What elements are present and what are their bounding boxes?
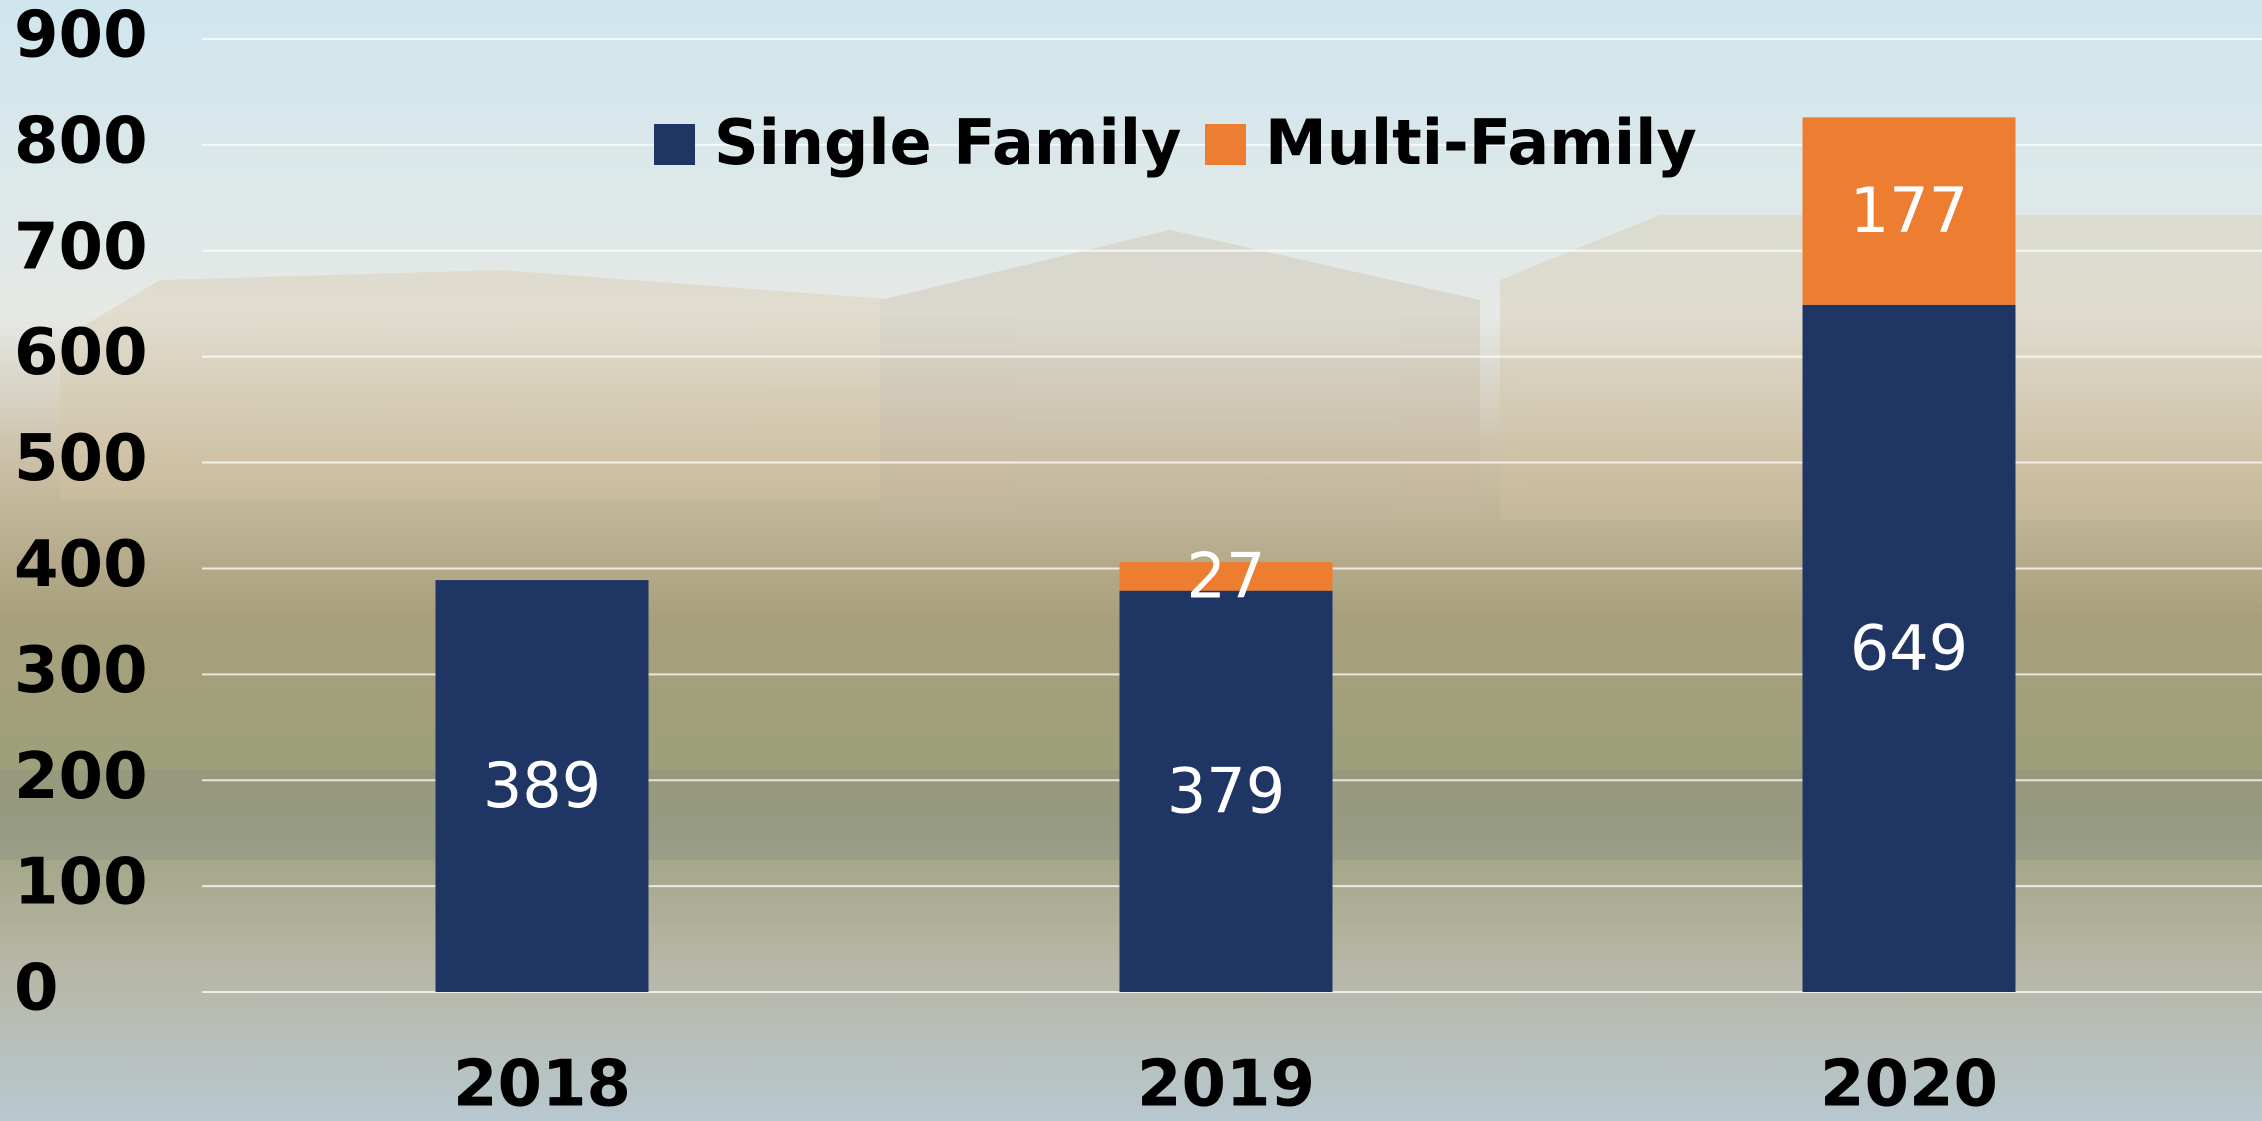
y-tick-label: 0	[14, 952, 59, 1026]
y-tick-label: 800	[14, 104, 148, 178]
bar-segment	[435, 580, 649, 992]
x-tick-label: 2020	[1820, 1048, 1998, 1121]
bar-segment	[1802, 304, 2016, 992]
y-tick-label: 500	[14, 422, 148, 496]
data-label: 379	[1167, 754, 1285, 827]
legend-label: Single Family	[714, 106, 1181, 179]
data-label: 389	[483, 749, 601, 822]
legend-swatch	[1205, 124, 1246, 165]
data-label: 177	[1850, 174, 1968, 247]
bars	[435, 117, 2016, 992]
y-tick-label: 400	[14, 528, 148, 602]
y-tick-label: 600	[14, 316, 148, 390]
x-tick-label: 2019	[1137, 1048, 1315, 1121]
y-tick-label: 100	[14, 846, 148, 920]
y-tick-label: 900	[14, 0, 148, 73]
y-tick-label: 300	[14, 634, 148, 708]
labels: 0 100 200 300 400 500 600 700 800 900 2018 389 2019 3…	[14, 0, 1998, 1121]
y-tick-label: 200	[14, 740, 148, 814]
data-label: 27	[1187, 539, 1266, 612]
bar-segment	[1119, 590, 1333, 992]
bar-segment	[1119, 562, 1333, 591]
bar-segment	[1802, 117, 2016, 305]
data-label: 649	[1850, 611, 1968, 684]
legend-swatch	[654, 124, 695, 165]
y-tick-label: 700	[14, 210, 148, 284]
x-tick-label: 2018	[453, 1048, 631, 1121]
legend-label: Multi-Family	[1265, 106, 1697, 179]
